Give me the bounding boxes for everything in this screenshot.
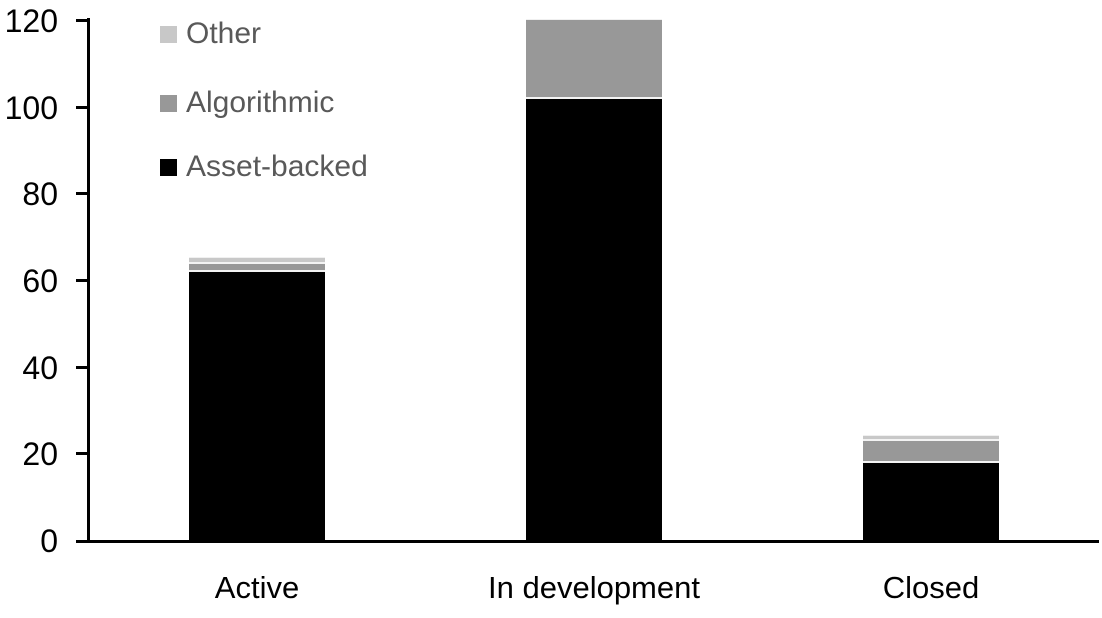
y-axis-tick-label: 20 [22, 436, 58, 473]
y-axis-tick [76, 105, 88, 109]
y-axis-tick [76, 279, 88, 282]
bar-top-edge [189, 257, 325, 259]
legend-item-asset-backed: Asset-backed [160, 150, 368, 183]
x-axis-label-active: Active [214, 570, 300, 605]
bar-segment-asset-backed-closed [863, 462, 999, 540]
bar-segment-separator [526, 97, 662, 99]
bar-segment-separator [189, 261, 325, 264]
y-axis-tick [76, 365, 88, 369]
bar-segment-separator [863, 461, 999, 463]
x-axis-label-in-development: In development [488, 570, 700, 605]
bar-segment-other-active [189, 258, 325, 263]
legend-swatch-other-icon [160, 25, 177, 43]
y-axis-line [87, 18, 90, 543]
y-axis-tick-label: 0 [40, 523, 58, 559]
bar-segment-separator [189, 270, 325, 273]
legend-swatch-algorithmic-icon [160, 94, 177, 112]
x-axis-line [76, 540, 1099, 543]
bar-segment-algorithmic-in-development [526, 20, 662, 98]
y-axis-tick-label: 60 [22, 263, 58, 299]
legend-label-algorithmic: Algorithmic [186, 86, 335, 119]
y-axis-tick-label: 80 [22, 176, 58, 213]
y-axis-tick [76, 452, 88, 456]
x-axis-label-closed: Closed [882, 570, 980, 605]
legend-swatch-asset-backed-icon [160, 158, 177, 176]
bar-segment-algorithmic-active [189, 262, 325, 272]
bar-top-edge [863, 435, 999, 436]
bar-top-edge [526, 19, 662, 20]
legend-item-algorithmic: Algorithmic [160, 86, 335, 119]
y-axis-tick-label: 40 [22, 349, 58, 386]
bar-segment-algorithmic-closed [863, 440, 999, 462]
legend-item-other: Other [160, 17, 262, 50]
legend-label-other: Other [186, 17, 262, 50]
y-axis-tick [76, 19, 88, 22]
legend-label-asset-backed: Asset-backed [186, 150, 368, 183]
y-axis-tick-label: 100 [4, 89, 58, 126]
bar-segment-asset-backed-active [189, 271, 325, 540]
bar-segment-other-closed [863, 436, 999, 441]
bar-segment-separator [863, 439, 999, 442]
y-axis-tick [76, 192, 88, 196]
bar-segment-asset-backed-in-development [526, 98, 662, 540]
y-axis-tick-label: 120 [4, 3, 58, 39]
